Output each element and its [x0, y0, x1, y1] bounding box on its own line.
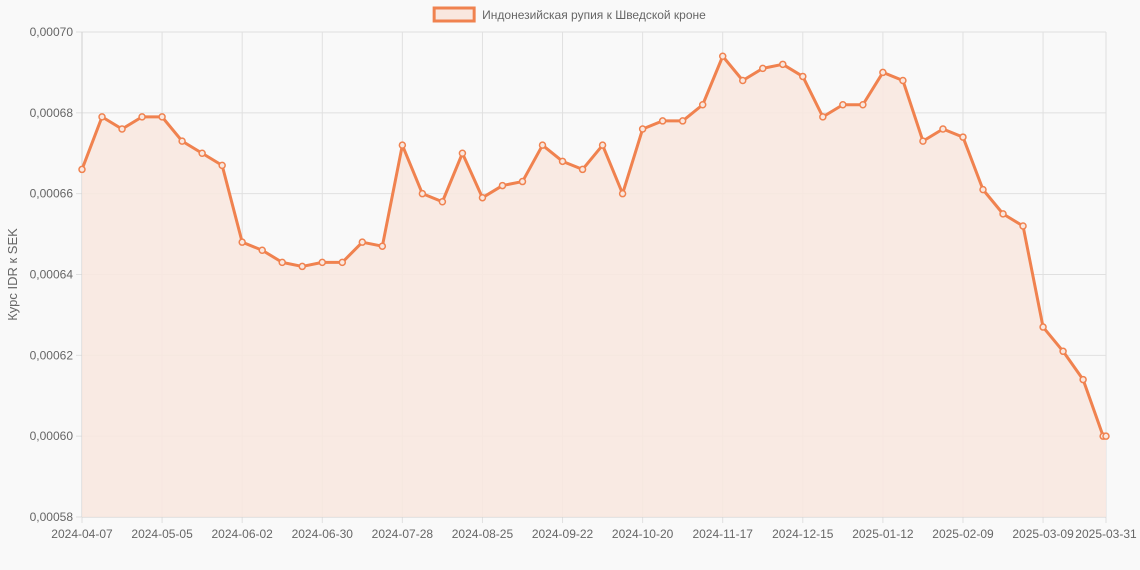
data-point[interactable]	[578, 165, 587, 174]
x-tick-label: 2024-04-07	[51, 527, 113, 541]
data-point[interactable]	[278, 258, 286, 267]
data-point[interactable]	[318, 258, 327, 267]
y-tick-label: 0,00058	[30, 510, 74, 524]
data-point[interactable]	[78, 165, 86, 174]
x-tick-label: 2025-02-09	[932, 527, 994, 541]
y-axis-ticks: 0,00058 0,00060 0,00062 0,00064 0,00066 0,000…	[30, 25, 74, 524]
data-point[interactable]	[959, 133, 967, 141]
data-point[interactable]	[238, 238, 246, 246]
x-axis-ticks: 2024-04-07 2024-05-05 2024-06-02 2024-06-30…	[51, 527, 1137, 541]
data-point[interactable]	[558, 157, 567, 166]
x-tick-label: 2024-06-30	[292, 527, 354, 541]
data-point[interactable]	[939, 125, 947, 133]
legend-label[interactable]: Индонезийская рупия к Шведской кроне	[482, 8, 706, 22]
x-tick-label: 2025-01-12	[852, 527, 914, 541]
data-point[interactable]	[799, 72, 807, 81]
data-point[interactable]	[218, 161, 226, 170]
data-point[interactable]	[698, 101, 707, 109]
data-point[interactable]	[1079, 375, 1087, 384]
x-tick-label: 2024-11-17	[692, 527, 753, 541]
data-point[interactable]	[98, 113, 106, 121]
y-tick-label: 0,00064	[30, 268, 74, 282]
x-tick-label: 2024-08-25	[452, 527, 514, 541]
data-point[interactable]	[438, 198, 447, 206]
y-tick-label: 0,00068	[30, 106, 74, 120]
data-point[interactable]	[638, 125, 647, 133]
data-point[interactable]	[358, 238, 367, 246]
data-point[interactable]	[1019, 222, 1027, 230]
data-point[interactable]	[618, 189, 627, 198]
data-point[interactable]	[678, 117, 687, 125]
data-point[interactable]	[759, 64, 767, 73]
legend[interactable]: Индонезийская рупия к Шведской кроне	[432, 6, 706, 23]
x-tick-label: 2024-09-22	[532, 527, 594, 541]
data-point[interactable]	[899, 76, 907, 85]
data-point[interactable]	[518, 177, 527, 186]
x-tick-label: 2024-06-02	[211, 527, 273, 541]
data-point[interactable]	[859, 101, 867, 109]
y-tick-label: 0,00066	[30, 187, 74, 201]
data-point[interactable]	[378, 242, 387, 250]
y-tick-label: 0,00060	[30, 429, 74, 443]
data-point[interactable]	[1102, 432, 1110, 440]
y-tick-label: 0,00062	[30, 348, 74, 362]
data-point[interactable]	[298, 262, 306, 271]
data-point[interactable]	[879, 68, 887, 77]
legend-swatch[interactable]	[432, 6, 476, 23]
data-point[interactable]	[458, 149, 467, 157]
data-point[interactable]	[718, 52, 727, 60]
data-point[interactable]	[1059, 347, 1067, 356]
data-point[interactable]	[398, 141, 407, 149]
x-tick-label: 2025-03-31	[1075, 527, 1137, 541]
data-point[interactable]	[979, 185, 987, 194]
data-point[interactable]	[598, 141, 607, 149]
data-point[interactable]	[839, 101, 847, 109]
data-point[interactable]	[338, 258, 347, 267]
x-tick-label: 2024-07-28	[372, 527, 434, 541]
y-axis-title: Курс IDR к SEK	[5, 228, 20, 321]
data-point[interactable]	[738, 76, 747, 85]
data-point[interactable]	[158, 113, 166, 121]
data-point[interactable]	[1039, 323, 1047, 331]
x-tick-label: 2024-05-05	[131, 527, 193, 541]
y-tick-label: 0,00070	[30, 25, 74, 39]
data-point[interactable]	[919, 137, 927, 145]
data-point[interactable]	[498, 181, 507, 190]
series-area-fill	[82, 56, 1106, 517]
data-point[interactable]	[779, 60, 787, 69]
x-tick-label: 2025-03-09	[1012, 527, 1074, 541]
data-point[interactable]	[178, 137, 186, 145]
series-points	[78, 52, 1110, 440]
data-point[interactable]	[538, 141, 547, 149]
data-point[interactable]	[258, 246, 266, 254]
data-point[interactable]	[138, 113, 146, 121]
data-point[interactable]	[999, 210, 1007, 218]
data-point[interactable]	[418, 189, 427, 198]
x-tick-label: 2024-12-15	[772, 527, 834, 541]
data-point[interactable]	[118, 125, 126, 133]
data-point[interactable]	[819, 113, 827, 121]
data-point[interactable]	[658, 117, 667, 125]
data-point[interactable]	[198, 149, 206, 157]
data-point[interactable]	[478, 193, 487, 202]
x-tick-label: 2024-10-20	[612, 527, 674, 541]
